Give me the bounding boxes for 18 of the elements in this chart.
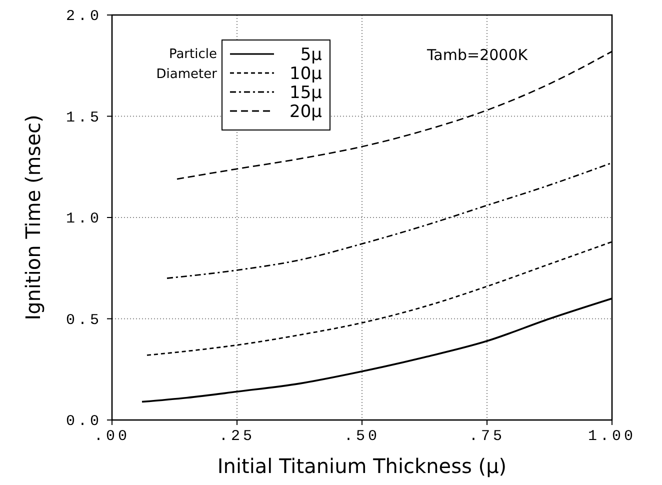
y-tick-label: 1.0 [66, 210, 102, 228]
legend-title: Particle Diameter [156, 47, 218, 82]
x-tick-label: .25 [218, 428, 256, 445]
legend-label: 10μ [290, 64, 322, 84]
legend-label: 20μ [290, 102, 322, 122]
x-tick-label: 1.00 [588, 428, 636, 445]
x-tick-label: .50 [344, 428, 380, 445]
legend-label: 5μ [300, 45, 322, 65]
x-axis-title: Initial Titanium Thickness (μ) [217, 454, 507, 478]
x-tick-label: .00 [94, 428, 130, 445]
y-tick-label: 2.0 [66, 8, 102, 25]
y-tick-label: 0.5 [66, 312, 102, 329]
annotation: Tamb=2000K [426, 46, 529, 64]
y-tick-label: 1.5 [66, 109, 102, 126]
legend-label: 15μ [290, 83, 322, 103]
x-tick-label: .75 [468, 428, 506, 445]
y-axis-title: Ignition Time (msec) [21, 114, 45, 320]
y-tick-label: 0.0 [66, 413, 102, 430]
